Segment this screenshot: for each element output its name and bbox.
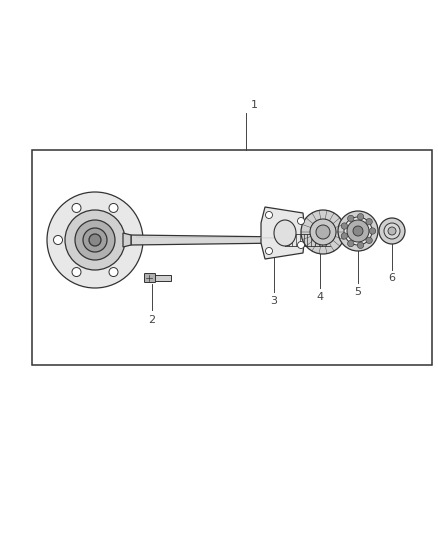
Circle shape <box>109 268 118 277</box>
Circle shape <box>347 240 353 247</box>
Polygon shape <box>131 235 284 245</box>
Circle shape <box>315 225 329 239</box>
Circle shape <box>47 192 143 288</box>
Circle shape <box>265 247 272 254</box>
Circle shape <box>300 210 344 254</box>
Circle shape <box>365 219 371 225</box>
Text: 2: 2 <box>148 315 155 325</box>
Bar <box>284 235 329 245</box>
Text: 4: 4 <box>316 292 323 302</box>
Polygon shape <box>261 207 304 259</box>
Circle shape <box>297 241 304 248</box>
Circle shape <box>365 237 371 244</box>
Circle shape <box>383 223 399 239</box>
Circle shape <box>347 215 353 222</box>
Circle shape <box>387 227 395 235</box>
Bar <box>32 150 431 365</box>
FancyBboxPatch shape <box>144 273 155 282</box>
Circle shape <box>75 220 115 260</box>
Circle shape <box>72 268 81 277</box>
Ellipse shape <box>273 220 295 246</box>
Circle shape <box>343 217 371 245</box>
Text: 6: 6 <box>388 273 395 283</box>
Circle shape <box>89 234 101 246</box>
Circle shape <box>346 220 368 242</box>
Circle shape <box>53 236 62 245</box>
Circle shape <box>109 204 118 213</box>
Polygon shape <box>123 233 131 247</box>
Circle shape <box>265 212 272 219</box>
Circle shape <box>72 204 81 213</box>
Circle shape <box>352 226 362 236</box>
Circle shape <box>297 217 304 224</box>
Circle shape <box>378 218 404 244</box>
Circle shape <box>340 223 347 229</box>
Circle shape <box>368 228 375 234</box>
Circle shape <box>357 242 363 248</box>
Circle shape <box>65 210 125 270</box>
Circle shape <box>357 214 363 220</box>
Text: 3: 3 <box>270 296 277 306</box>
Text: 1: 1 <box>251 100 258 110</box>
Circle shape <box>309 219 335 245</box>
Circle shape <box>83 228 107 252</box>
Bar <box>153 275 171 281</box>
Circle shape <box>340 233 347 239</box>
Text: 5: 5 <box>354 287 360 297</box>
Circle shape <box>337 211 377 251</box>
